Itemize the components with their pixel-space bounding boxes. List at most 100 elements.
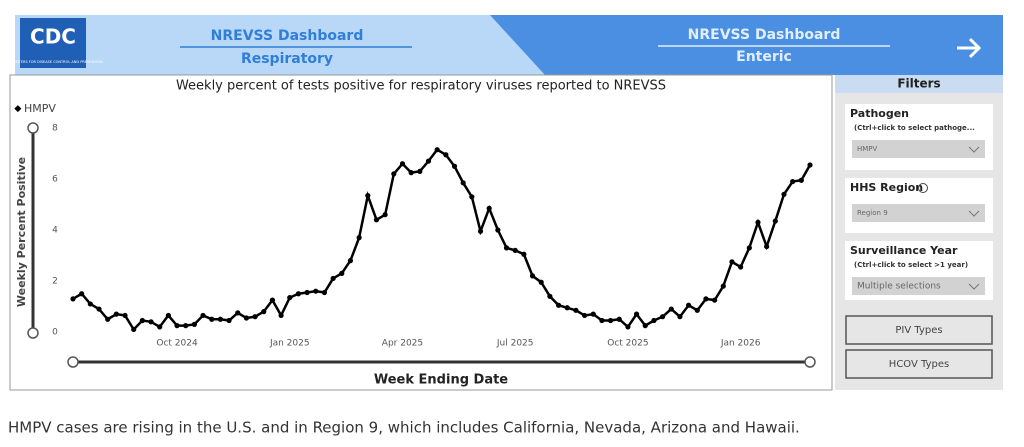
data-point: [503, 245, 510, 251]
logo: CDC: [30, 25, 76, 49]
data-point: [599, 317, 605, 324]
data-point: [70, 296, 76, 302]
filter-button-label[interactable]: HCOV Types: [889, 359, 949, 370]
data-point: [365, 192, 371, 199]
data-point: [755, 219, 761, 225]
y-tick-label: 0: [52, 328, 58, 338]
data-point: [538, 279, 544, 285]
x-tick-label: Jul 2025: [496, 339, 534, 349]
data-point: [122, 312, 128, 319]
data-point: [495, 227, 501, 233]
data-point: [642, 323, 648, 329]
data-point: [321, 289, 328, 296]
next-arrow[interactable]: [957, 37, 982, 59]
data-point: [720, 283, 726, 289]
data-point: [287, 294, 293, 301]
data-point: [677, 314, 683, 320]
data-point: [625, 324, 631, 330]
x-tick-label: Apr 2025: [382, 339, 423, 349]
data-point: [703, 296, 709, 302]
y-tick-label: 6: [52, 175, 58, 185]
data-point: [347, 258, 354, 264]
data-point: [399, 161, 406, 167]
info-icon: [918, 183, 928, 193]
data-point: [460, 180, 466, 186]
y-tick-label: 2: [52, 277, 58, 287]
x-tick-label: Oct 2025: [607, 339, 648, 349]
data-point: [729, 259, 735, 265]
tab-title[interactable]: NREVSS Dashboard: [211, 28, 364, 44]
data-point: [200, 312, 206, 319]
tab-subtitle[interactable]: Enteric: [736, 49, 792, 65]
tab-subtitle[interactable]: Respiratory: [241, 51, 333, 67]
dropdown-chevron: [968, 210, 980, 217]
chart-panel: [9, 74, 833, 391]
data-point: [269, 297, 276, 303]
data-point: [391, 171, 397, 177]
data-point: [87, 301, 93, 307]
y-tick-label: 4: [52, 226, 58, 236]
filter-hint: (Ctrl+click to select pathoge...: [854, 124, 975, 132]
data-point: [304, 289, 310, 296]
data-point: [781, 191, 787, 197]
data-point: [131, 326, 137, 333]
data-point: [252, 314, 258, 320]
filters-title: Filters: [897, 77, 940, 91]
data-point: [113, 311, 119, 317]
data-point: [451, 163, 458, 169]
x-axis-label: Week Ending Date: [374, 373, 508, 388]
data-point: [668, 306, 674, 312]
data-point: [243, 315, 250, 321]
data-point: [660, 314, 666, 320]
tab-title[interactable]: NREVSS Dashboard: [688, 27, 841, 43]
data-point: [235, 310, 241, 316]
data-point: [790, 178, 796, 185]
logo-subtitle: U.S. CENTERS FOR DISEASE CONTROL AND PRE…: [3, 60, 103, 64]
data-point: [278, 312, 284, 319]
logo-box: [20, 18, 86, 68]
data-point: [295, 291, 302, 297]
data-point: [651, 317, 657, 324]
data-point: [373, 217, 380, 223]
data-point: [217, 316, 223, 322]
data-point: [477, 228, 484, 234]
data-point: [616, 316, 622, 322]
dropdown[interactable]: [852, 204, 985, 222]
filter-card: [845, 104, 993, 170]
filter-button-label[interactable]: PIV Types: [895, 325, 942, 336]
dropdown-chevron: [968, 146, 980, 153]
y-axis-label: Weekly Percent Positive: [15, 157, 28, 307]
dropdown-value: Multiple selections: [857, 282, 941, 292]
data-point: [191, 321, 197, 327]
y-slider[interactable]: [27, 122, 39, 339]
dropdown[interactable]: [852, 140, 985, 158]
filter-label: Pathogen: [850, 107, 909, 120]
data-point: [772, 218, 778, 224]
filter-button[interactable]: [845, 349, 993, 379]
data-point: [382, 212, 388, 218]
data-point: [313, 288, 319, 294]
data-point: [469, 194, 475, 200]
data-point: [764, 243, 770, 250]
data-point: [183, 323, 189, 329]
data-point: [139, 317, 145, 324]
data-point: [686, 302, 692, 308]
legend-label: HMPV: [24, 102, 56, 115]
data-point: [339, 270, 345, 276]
data-point: [209, 316, 215, 322]
data-point: [174, 323, 180, 329]
dropdown[interactable]: [852, 277, 985, 295]
data-point: [443, 152, 449, 158]
data-point: [633, 311, 640, 317]
data-point: [738, 264, 744, 270]
filters-header: [835, 75, 1003, 93]
data-point: [105, 316, 111, 322]
filter-label: Surveillance Year: [850, 244, 958, 257]
data-point: [79, 291, 85, 297]
filter-button[interactable]: [845, 315, 993, 345]
x-tick-label: Oct 2024: [156, 339, 198, 349]
data-point: [157, 324, 163, 330]
x-slider[interactable]: [67, 356, 816, 368]
